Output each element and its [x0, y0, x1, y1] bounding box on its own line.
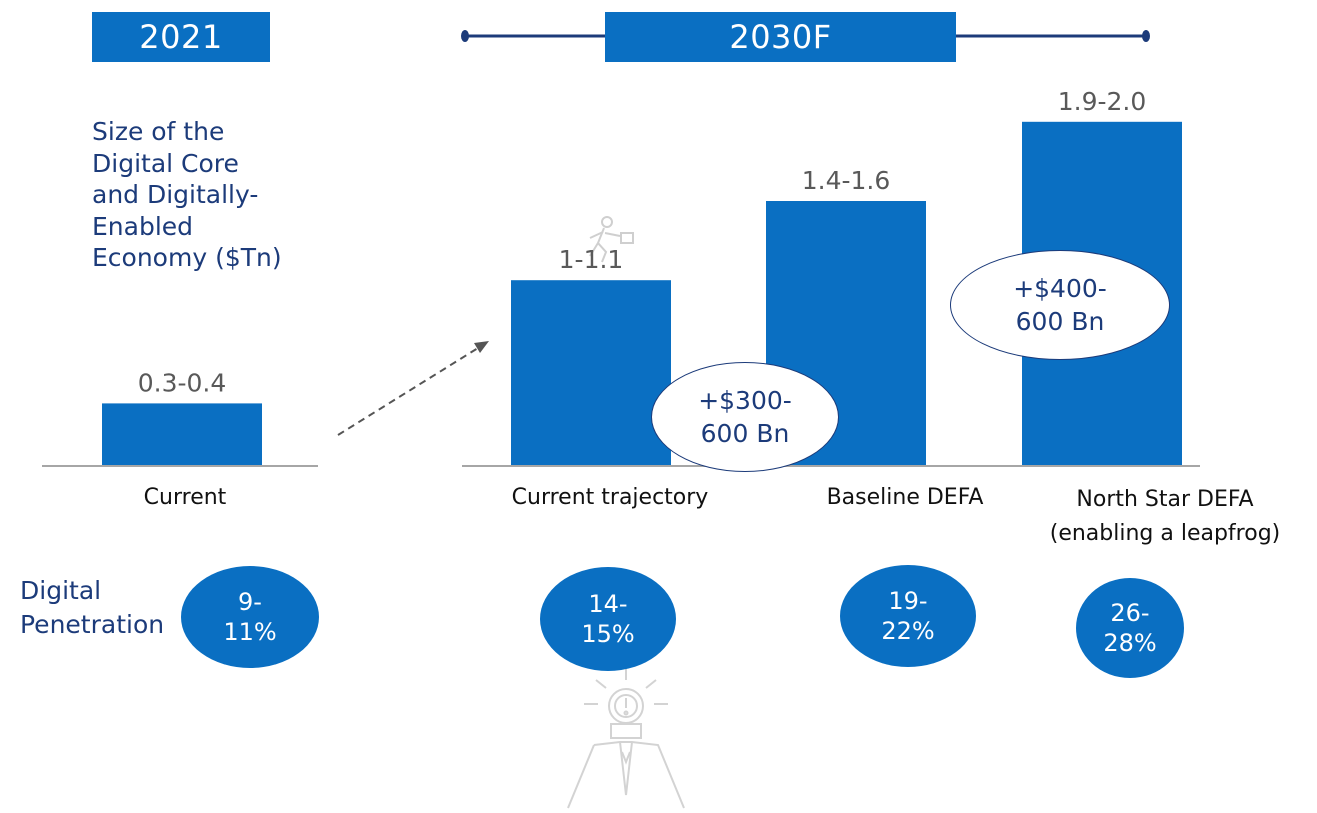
y-axis-label-line: and Digitally- [92, 180, 259, 209]
y-axis-label-line: Size of the [92, 117, 225, 146]
year-2021-label: 2021 [139, 18, 223, 56]
y-axis-label-line: Enabled [92, 211, 194, 241]
runner-with-briefcase-icon [589, 216, 634, 263]
bar-value-label-current-trajectory: 1-1.1 [559, 245, 624, 274]
year-2030f-box: 2030F [605, 12, 956, 62]
uplift-line: 600 Bn [1015, 307, 1105, 336]
uplift-bubble-400-600: +$400- 600 Bn [950, 250, 1170, 360]
category-label-baseline-defa: Baseline DEFA [780, 481, 1030, 515]
category-label-current: Current [85, 481, 285, 515]
penetration-badge-north-star-defa: 26- 28% [1076, 578, 1184, 678]
bar-current [102, 403, 262, 465]
penetration-badge-current: 9- 11% [181, 566, 319, 668]
y-axis-label-line: Digital Core [92, 148, 239, 178]
year-2021-box: 2021 [92, 12, 270, 62]
y-axis-label: Size of the Digital Core and Digitally- … [92, 116, 332, 274]
pen-line: 19- [888, 587, 928, 615]
bar-value-label-current: 0.3-0.4 [138, 368, 227, 397]
y-axis-label-line: Economy ($Tn) [92, 243, 282, 272]
pen-line: 15% [581, 620, 635, 648]
category-label-line: (enabling a leapfrog) [1049, 521, 1281, 546]
pen-line: 11% [223, 618, 277, 646]
pen-line: 28% [1103, 629, 1157, 657]
penetration-badge-current-trajectory: 14- 15% [540, 567, 676, 671]
pen-label-line: Penetration [20, 610, 165, 639]
uplift-line: 600 Bn [700, 419, 790, 448]
uplift-line: +$300- [698, 386, 792, 415]
timeline-start-dot [461, 30, 469, 42]
pen-line: 9- [238, 588, 262, 616]
bar-current-trajectory [511, 280, 671, 465]
category-label-line: Current [143, 485, 227, 510]
year-2030f-label: 2030F [729, 18, 832, 56]
category-label-line: Current trajectory [511, 485, 709, 510]
bar-value-label-north-star-defa: 1.9-2.0 [1058, 87, 1147, 116]
uplift-line: +$400- [1013, 274, 1107, 303]
category-label-current-trajectory: Current trajectory [480, 481, 740, 515]
digital-penetration-label: Digital Penetration [20, 574, 164, 642]
category-label-line: Baseline DEFA [826, 485, 984, 510]
pen-line: 14- [588, 590, 628, 618]
lightbulb-head-person-icon [567, 667, 685, 809]
category-label-north-star-defa: North Star DEFA (enabling a leapfrog) [1015, 483, 1315, 551]
bar-value-label-baseline-defa: 1.4-1.6 [802, 166, 891, 195]
pen-line: 22% [881, 617, 935, 645]
category-label-line: North Star DEFA [1076, 487, 1254, 512]
uplift-bubble-300-600: +$300- 600 Bn [651, 362, 839, 472]
penetration-badge-baseline-defa: 19- 22% [840, 565, 976, 667]
timeline-end-dot [1142, 30, 1150, 42]
dashed-arrow-icon [337, 341, 489, 436]
pen-label-line: Digital [20, 576, 102, 605]
pen-line: 26- [1110, 599, 1150, 627]
